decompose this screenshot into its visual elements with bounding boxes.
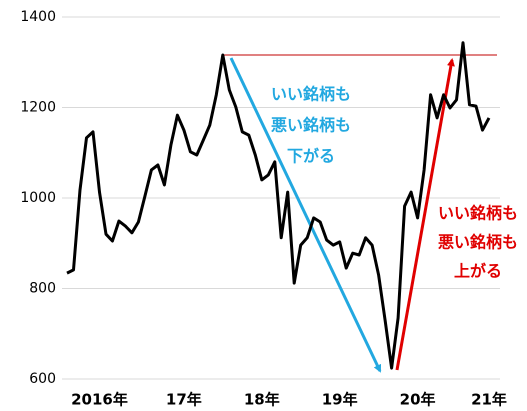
- annotation: いい銘柄も: [271, 85, 351, 104]
- x-tick-label: 19年: [322, 391, 358, 409]
- price-line: [66, 41, 491, 370]
- y-tick-label: 1200: [20, 100, 56, 116]
- y-tick-label: 1400: [20, 9, 56, 25]
- x-tick-label: 20年: [400, 391, 436, 409]
- annotation: 悪い銘柄も: [271, 116, 351, 135]
- annotation: いい銘柄も: [438, 204, 518, 223]
- y-tick-label: 600: [29, 371, 56, 387]
- annotation: 悪い銘柄も: [438, 233, 518, 252]
- x-tick-label: 17年: [166, 391, 202, 409]
- x-tick-label: 2016年: [71, 391, 128, 409]
- y-tick-label: 1000: [20, 190, 56, 206]
- x-tick-label: 21年: [471, 391, 507, 409]
- annotation: 上がる: [454, 262, 502, 281]
- up-arrow: [395, 58, 455, 371]
- down-arrow: [229, 57, 382, 373]
- annotation: 下がる: [287, 147, 335, 166]
- x-tick-label: 18年: [244, 391, 280, 409]
- y-tick-label: 800: [29, 281, 56, 297]
